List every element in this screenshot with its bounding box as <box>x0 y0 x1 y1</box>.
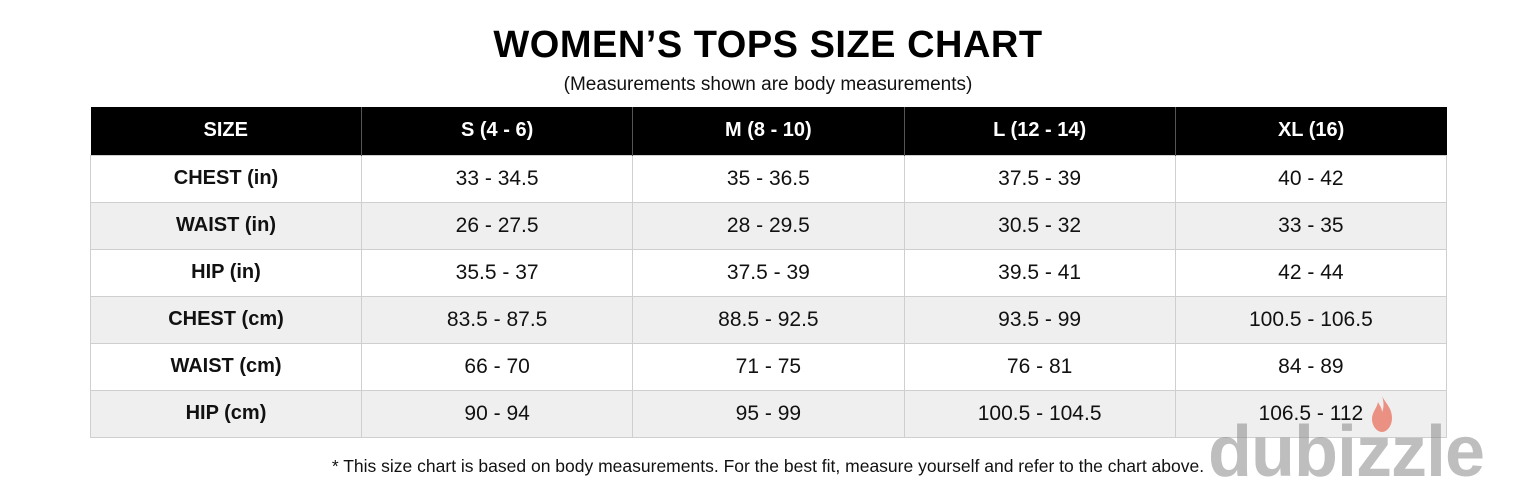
table-cell: 37.5 - 39 <box>903 154 1176 203</box>
row-label: CHEST (in) <box>90 154 362 203</box>
table-cell: 40 - 42 <box>1174 154 1448 203</box>
header-m: M (8 - 10) <box>632 107 904 155</box>
table-cell: 42 - 44 <box>1174 248 1448 297</box>
table-row: CHEST (cm) 83.5 - 87.5 88.5 - 92.5 93.5 … <box>90 295 1448 344</box>
table-cell: 106.5 - 112 <box>1174 389 1448 438</box>
table-cell: 93.5 - 99 <box>903 295 1176 344</box>
dubizzle-watermark: dubizzle <box>1208 396 1536 492</box>
footnote: * This size chart is based on body measu… <box>331 456 1205 476</box>
table-cell: 39.5 - 41 <box>903 248 1176 297</box>
page-title: WOMEN’S TOPS SIZE CHART <box>493 24 1043 66</box>
row-label: WAIST (cm) <box>90 342 362 391</box>
table-header-row: SIZE S (4 - 6) M (8 - 10) L (12 - 14) XL… <box>90 107 1447 155</box>
table-row: WAIST (cm) 66 - 70 71 - 75 76 - 81 84 - … <box>90 342 1448 391</box>
table-row: WAIST (in) 26 - 27.5 28 - 29.5 30.5 - 32… <box>90 201 1448 250</box>
row-label: WAIST (in) <box>90 201 362 250</box>
table-cell: 95 - 99 <box>632 389 905 438</box>
table-cell: 83.5 - 87.5 <box>360 295 634 344</box>
table-cell: 33 - 34.5 <box>360 154 634 203</box>
table-cell: 76 - 81 <box>903 342 1176 391</box>
table-cell: 84 - 89 <box>1174 342 1448 391</box>
size-table: SIZE S (4 - 6) M (8 - 10) L (12 - 14) XL… <box>90 107 1448 438</box>
header-xl: XL (16) <box>1174 107 1447 155</box>
header-s: S (4 - 6) <box>360 107 633 155</box>
table-row: HIP (cm) 90 - 94 95 - 99 100.5 - 104.5 1… <box>90 389 1448 438</box>
table-cell: 35 - 36.5 <box>632 154 905 203</box>
row-label: HIP (cm) <box>90 389 362 438</box>
table-cell: 35.5 - 37 <box>360 248 634 297</box>
row-label: HIP (in) <box>90 248 362 297</box>
table-cell: 28 - 29.5 <box>632 201 905 250</box>
table-cell: 37.5 - 39 <box>632 248 905 297</box>
table-row: HIP (in) 35.5 - 37 37.5 - 39 39.5 - 41 4… <box>90 248 1448 297</box>
table-cell: 100.5 - 104.5 <box>903 389 1176 438</box>
header-size: SIZE <box>90 107 362 155</box>
row-label: CHEST (cm) <box>90 295 362 344</box>
watermark-logo-text: dubizzle <box>1208 412 1485 492</box>
table-cell: 71 - 75 <box>632 342 905 391</box>
flame-icon <box>1372 396 1392 432</box>
table-cell: 30.5 - 32 <box>903 201 1176 250</box>
table-cell: 66 - 70 <box>360 342 634 391</box>
table-cell: 26 - 27.5 <box>360 201 634 250</box>
table-cell: 33 - 35 <box>1174 201 1448 250</box>
page-subtitle: (Measurements shown are body measurement… <box>563 74 973 95</box>
table-row: CHEST (in) 33 - 34.5 35 - 36.5 37.5 - 39… <box>90 154 1448 203</box>
header-l: L (12 - 14) <box>903 107 1176 155</box>
table-cell: 100.5 - 106.5 <box>1174 295 1448 344</box>
table-cell: 88.5 - 92.5 <box>632 295 905 344</box>
table-cell: 90 - 94 <box>360 389 634 438</box>
